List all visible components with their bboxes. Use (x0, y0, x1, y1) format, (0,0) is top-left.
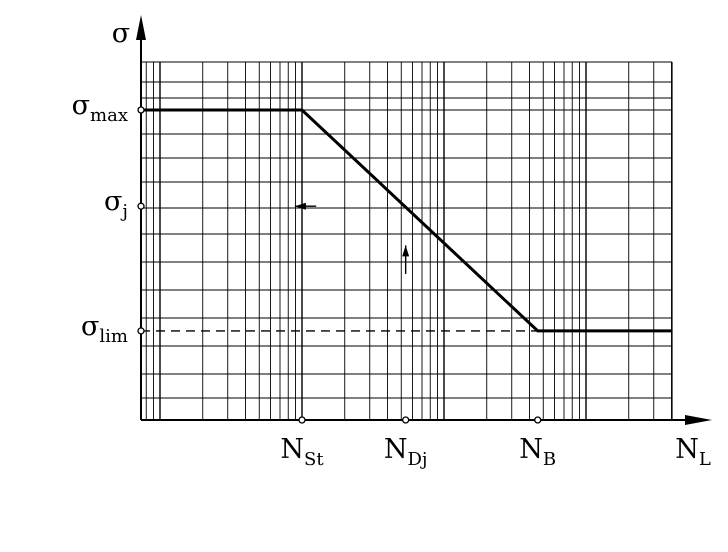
y-tick-marker (137, 202, 145, 210)
grid (141, 61, 673, 420)
annotation-arrowhead (294, 202, 306, 210)
y-axis-arrowhead (136, 15, 146, 40)
x-tick-label-b: NB (519, 434, 556, 470)
annotation-arrows (294, 202, 410, 274)
series-sn-curve (141, 108, 672, 333)
tick-labels: σmax σj σlim NSt NDj NB NL σ (72, 18, 711, 470)
x-axis-arrowhead (685, 415, 712, 425)
y-tick-marker (137, 106, 145, 114)
x-tick-label-st: NSt (280, 434, 324, 470)
y-tick-label-lim: σlim (81, 311, 128, 347)
series-layer (141, 108, 672, 333)
y-axis-label: σ (112, 18, 130, 49)
annotation-arrowhead (402, 245, 410, 257)
y-tick-label-j: σj (104, 186, 128, 222)
y-tick-label-max: σmax (72, 90, 128, 126)
x-axis-label: NL (675, 434, 711, 470)
y-tick-marker (137, 327, 145, 335)
axes (136, 15, 712, 425)
x-tick-marker (298, 416, 306, 424)
tick-markers (137, 106, 542, 424)
x-tick-marker (534, 416, 542, 424)
x-tick-label-dj: NDj (384, 434, 428, 470)
x-tick-marker (402, 416, 410, 424)
